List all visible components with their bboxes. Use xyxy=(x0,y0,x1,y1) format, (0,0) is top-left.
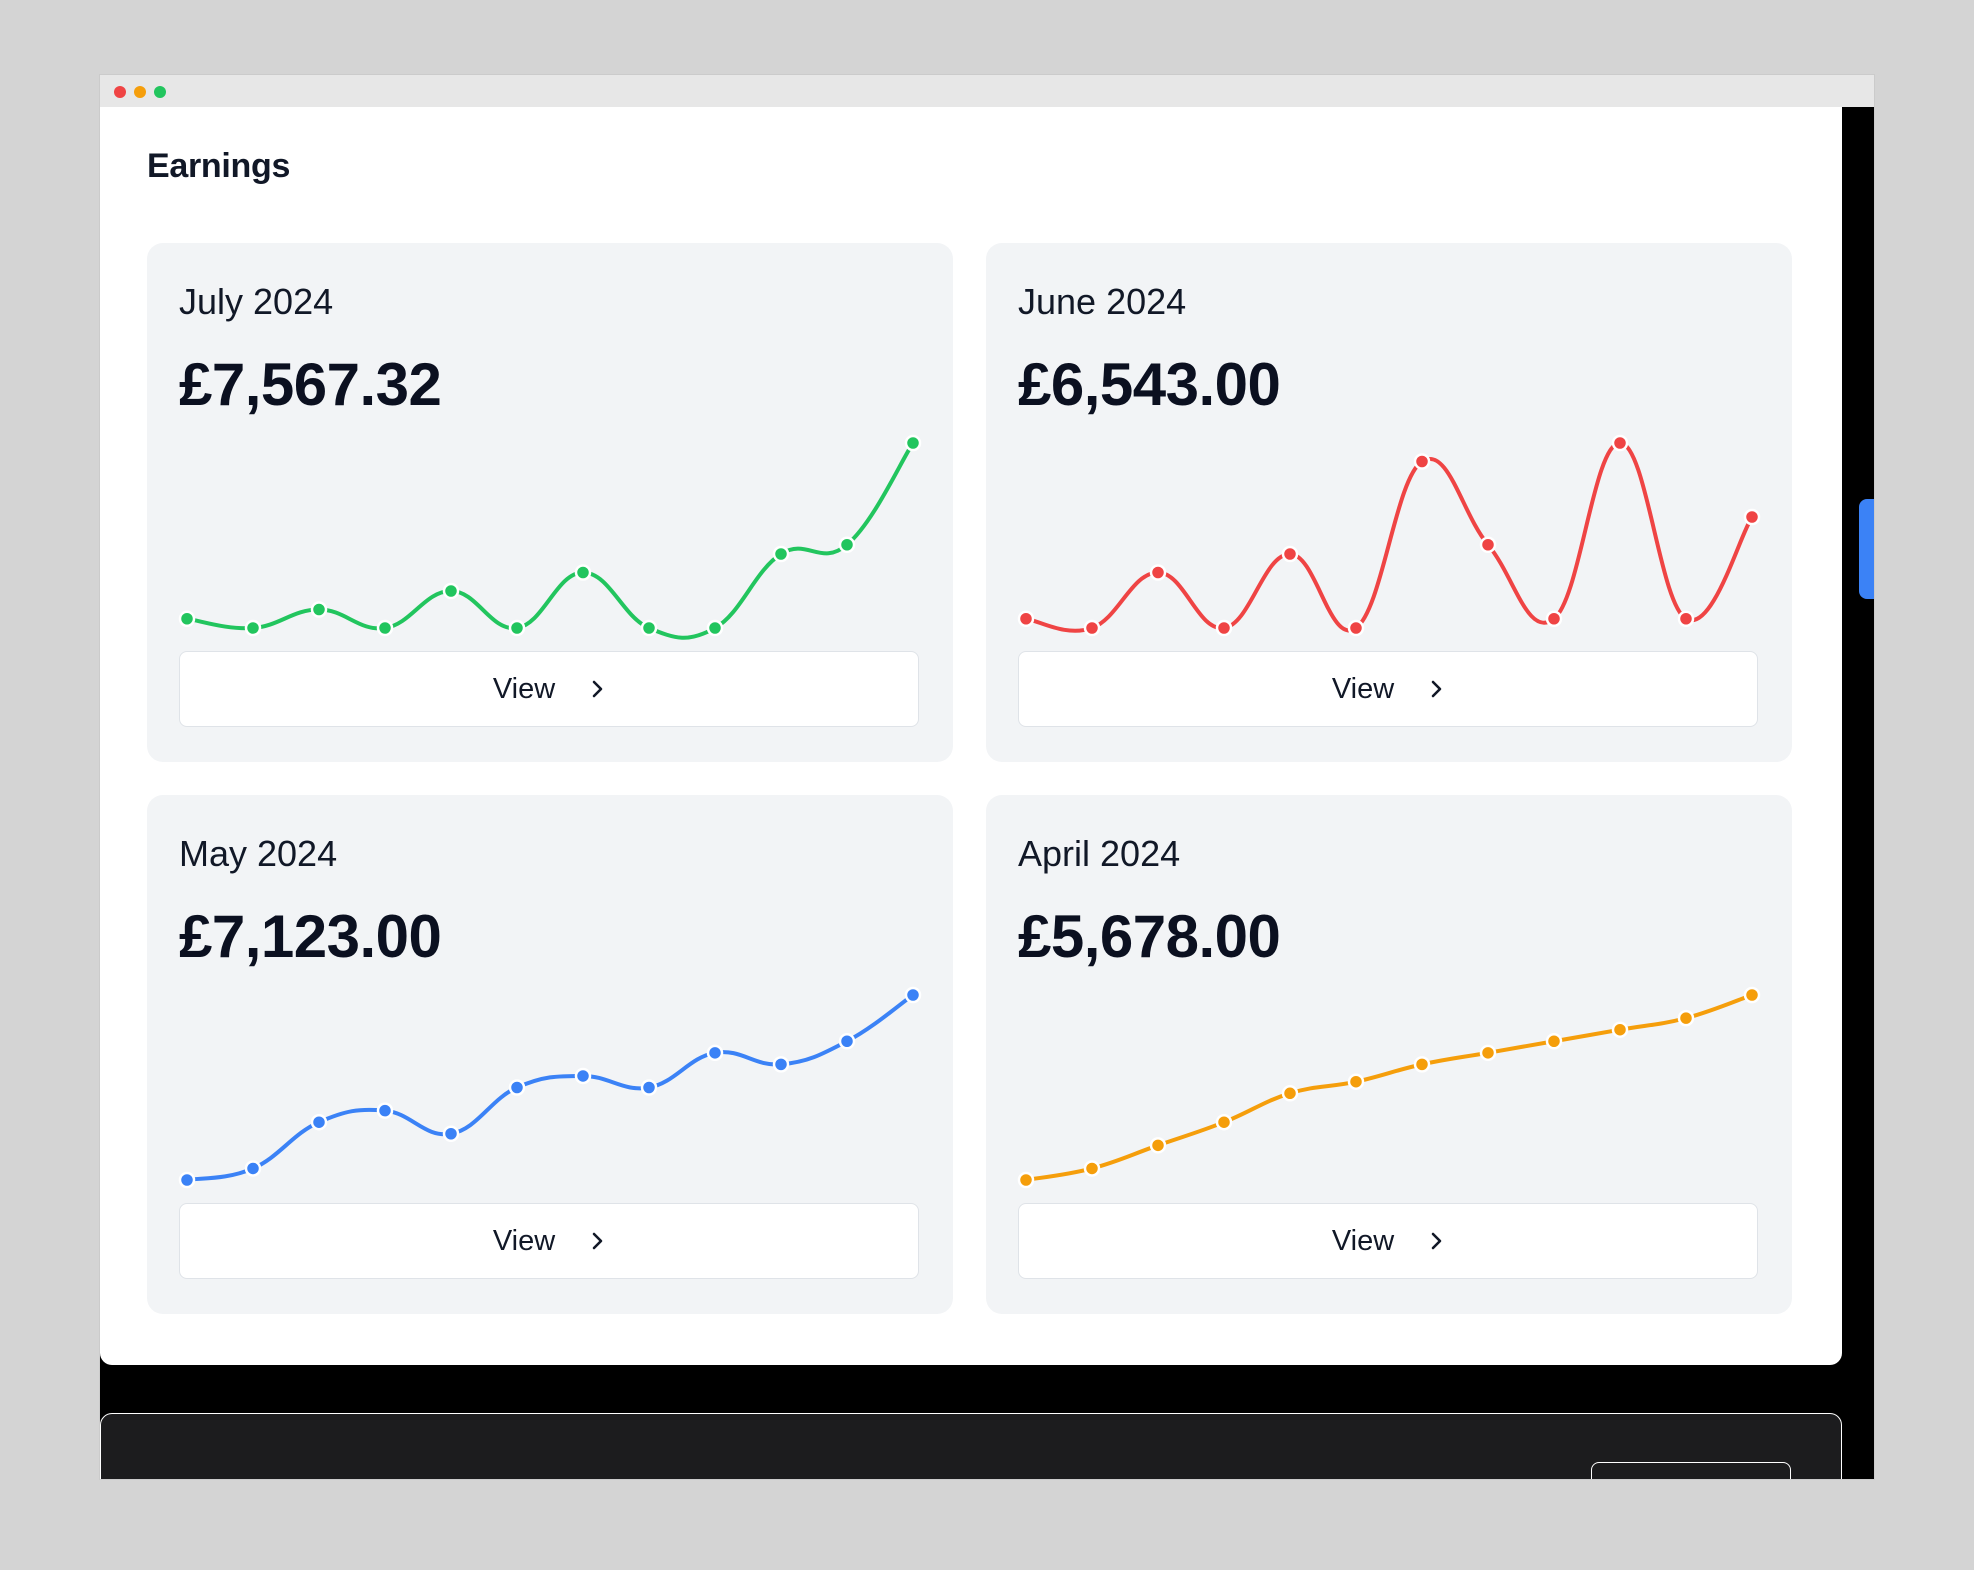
data-point xyxy=(244,619,262,637)
data-point xyxy=(706,1044,724,1062)
data-point xyxy=(1347,619,1365,637)
data-point xyxy=(1743,508,1761,526)
card-amount: £7,567.32 xyxy=(179,351,442,418)
data-point xyxy=(1281,545,1299,563)
data-point xyxy=(310,1113,328,1131)
data-point xyxy=(904,986,922,1004)
earnings-card-april: April 2024 £5,678.00 View xyxy=(986,795,1792,1314)
data-point xyxy=(574,564,592,581)
series-line xyxy=(185,993,915,1182)
earnings-card-july: July 2024 £7,567.32 View xyxy=(147,243,953,762)
maximize-window-button[interactable] xyxy=(154,86,166,98)
card-amount: £6,543.00 xyxy=(1018,351,1281,418)
data-point xyxy=(1743,986,1761,1004)
data-point xyxy=(1017,1171,1035,1189)
data-point xyxy=(1347,1073,1365,1090)
view-button-label: View xyxy=(492,1224,556,1257)
chevron-right-icon xyxy=(592,1232,603,1250)
data-point xyxy=(442,582,460,600)
view-button-label: View xyxy=(1331,672,1395,705)
card-amount: £5,678.00 xyxy=(1018,903,1281,970)
data-point xyxy=(1677,610,1695,627)
data-point xyxy=(1083,619,1101,637)
card-month: May 2024 xyxy=(179,833,338,874)
view-button[interactable]: View xyxy=(179,1203,919,1279)
data-point xyxy=(178,610,196,627)
data-point xyxy=(1413,453,1431,470)
data-point xyxy=(1083,1160,1101,1177)
data-point xyxy=(1479,536,1497,553)
scrollbar-thumb[interactable] xyxy=(1859,499,1874,599)
data-point xyxy=(1281,1085,1299,1102)
earnings-card-june: June 2024 £6,543.00 View xyxy=(986,243,1792,762)
view-button-label: View xyxy=(492,672,556,705)
minimize-window-button[interactable] xyxy=(134,86,146,98)
data-point xyxy=(706,619,724,637)
chevron-right-icon xyxy=(1431,680,1442,698)
view-button-label: View xyxy=(1331,1224,1395,1257)
data-point xyxy=(1215,1113,1233,1131)
view-button[interactable]: View xyxy=(1018,651,1758,727)
data-point xyxy=(1545,610,1563,627)
earnings-panel: Earnings July 2024 £7,567.32 View June 2… xyxy=(100,107,1842,1365)
data-point xyxy=(310,601,328,618)
close-window-button[interactable] xyxy=(114,86,126,98)
chevron-right-icon xyxy=(1431,1232,1442,1250)
browser-window: Earnings July 2024 £7,567.32 View June 2… xyxy=(100,75,1874,1479)
data-point xyxy=(376,619,394,637)
data-point xyxy=(508,1079,526,1096)
card-amount: £7,123.00 xyxy=(179,903,442,970)
data-point xyxy=(1611,434,1629,452)
data-point xyxy=(1413,1056,1431,1073)
data-point xyxy=(772,545,790,563)
card-month: April 2024 xyxy=(1018,833,1181,874)
data-point xyxy=(508,619,526,637)
card-month: July 2024 xyxy=(179,281,334,322)
data-point xyxy=(772,1056,790,1073)
data-point xyxy=(1479,1044,1497,1062)
card-month: June 2024 xyxy=(1018,281,1187,322)
data-point xyxy=(244,1160,262,1177)
data-point xyxy=(442,1125,460,1142)
data-point xyxy=(1611,1021,1629,1038)
data-point xyxy=(1017,610,1035,627)
chevron-right-icon xyxy=(592,680,603,698)
data-point xyxy=(1677,1009,1695,1027)
window-titlebar xyxy=(100,75,1874,107)
data-point xyxy=(376,1102,394,1119)
data-point xyxy=(1149,1137,1167,1154)
series-line xyxy=(1024,993,1754,1182)
data-point xyxy=(838,1033,856,1050)
series-line xyxy=(1024,440,1754,633)
data-point xyxy=(1545,1033,1563,1050)
secondary-panel-button[interactable] xyxy=(1591,1462,1791,1479)
earnings-card-may: May 2024 £7,123.00 View xyxy=(147,795,953,1314)
data-point xyxy=(178,1171,196,1189)
data-point xyxy=(1215,619,1233,637)
series-line xyxy=(185,441,915,640)
page-title: Earnings xyxy=(147,147,291,185)
secondary-panel xyxy=(100,1413,1842,1479)
data-point xyxy=(574,1067,592,1085)
data-point xyxy=(838,536,856,553)
data-point xyxy=(640,1079,658,1096)
view-button[interactable]: View xyxy=(1018,1203,1758,1279)
view-button[interactable]: View xyxy=(179,651,919,727)
data-point xyxy=(904,434,922,452)
data-point xyxy=(640,619,658,637)
data-point xyxy=(1149,564,1167,581)
